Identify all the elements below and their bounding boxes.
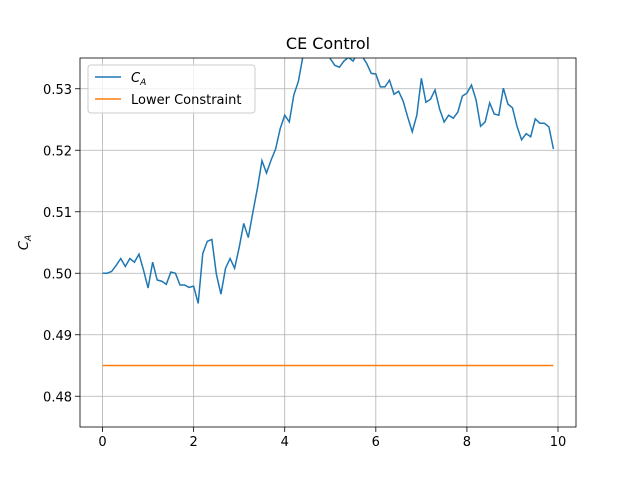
legend: CA Lower Constraint — [87, 64, 256, 114]
x-tick-label: 0 — [98, 435, 106, 450]
y-axis-label: CA — [17, 235, 34, 250]
y-tick-label: 0.50 — [43, 267, 72, 282]
legend-box — [87, 64, 256, 114]
x-tick-label: 6 — [372, 435, 380, 450]
x-tick-label: 10 — [550, 435, 567, 450]
legend-label: CA — [131, 71, 146, 88]
lines — [102, 58, 555, 367]
y-tick-label: 0.51 — [43, 206, 72, 221]
y-tick-label: 0.49 — [43, 329, 72, 344]
x-tick-label: 2 — [189, 435, 197, 450]
x-tick-label: 4 — [281, 435, 289, 450]
plot-frame — [79, 57, 577, 428]
data-line — [102, 58, 555, 304]
chart-title: CE Control — [286, 34, 370, 53]
legend-label: Lower Constraint — [131, 93, 241, 108]
grid — [80, 58, 576, 427]
y-tick-label: 0.53 — [43, 83, 72, 98]
y-tick-label: 0.48 — [43, 390, 72, 405]
x-tick-label: 8 — [463, 435, 471, 450]
y-tick-label: 0.52 — [43, 144, 72, 159]
